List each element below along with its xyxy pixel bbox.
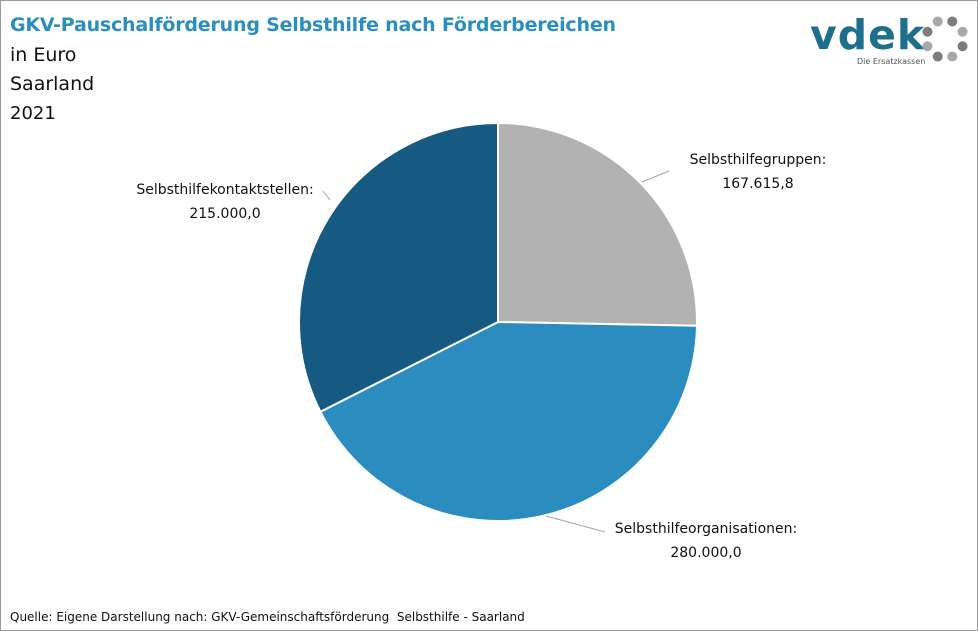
slice-value-label: 215.000,0	[189, 206, 260, 222]
subtitle-year: 2021	[10, 103, 56, 124]
logo-dot	[947, 51, 958, 62]
logo-wordmark: vdek	[810, 11, 926, 59]
logo-dot	[932, 16, 943, 27]
dotted-ring-icon	[922, 16, 968, 62]
logo-dot	[957, 41, 968, 52]
slice-label: Selbsthilfegruppen:	[690, 152, 827, 168]
logo-dot	[932, 51, 943, 62]
vdek-logo: vdek Die Ersatzkassen	[807, 11, 975, 73]
slice-value-label: 167.615,8	[722, 176, 793, 192]
subtitle-unit: in Euro	[10, 44, 77, 66]
pie-slice	[298, 121, 499, 414]
leader-line	[545, 515, 606, 533]
leader-line	[322, 190, 331, 201]
logo-dot	[947, 16, 958, 27]
logo-dot	[922, 26, 933, 37]
leader-line	[641, 170, 670, 183]
subtitle-region: Saarland	[10, 73, 95, 95]
pie-slice	[497, 121, 698, 327]
source-note: Quelle: Eigene Darstellung nach: GKV-Gem…	[10, 610, 525, 624]
slice-value-label: 280.000,0	[670, 545, 741, 561]
logo-tagline: Die Ersatzkassen	[857, 57, 926, 66]
slice-label: Selbsthilfeorganisationen:	[615, 521, 797, 537]
slice-label: Selbsthilfekontaktstellen:	[136, 182, 313, 198]
logo-dot	[957, 26, 968, 37]
chart-title: GKV-Pauschalförderung Selbsthilfe nach F…	[10, 14, 616, 36]
logo-dot	[922, 41, 933, 52]
pie-slice	[319, 320, 698, 522]
